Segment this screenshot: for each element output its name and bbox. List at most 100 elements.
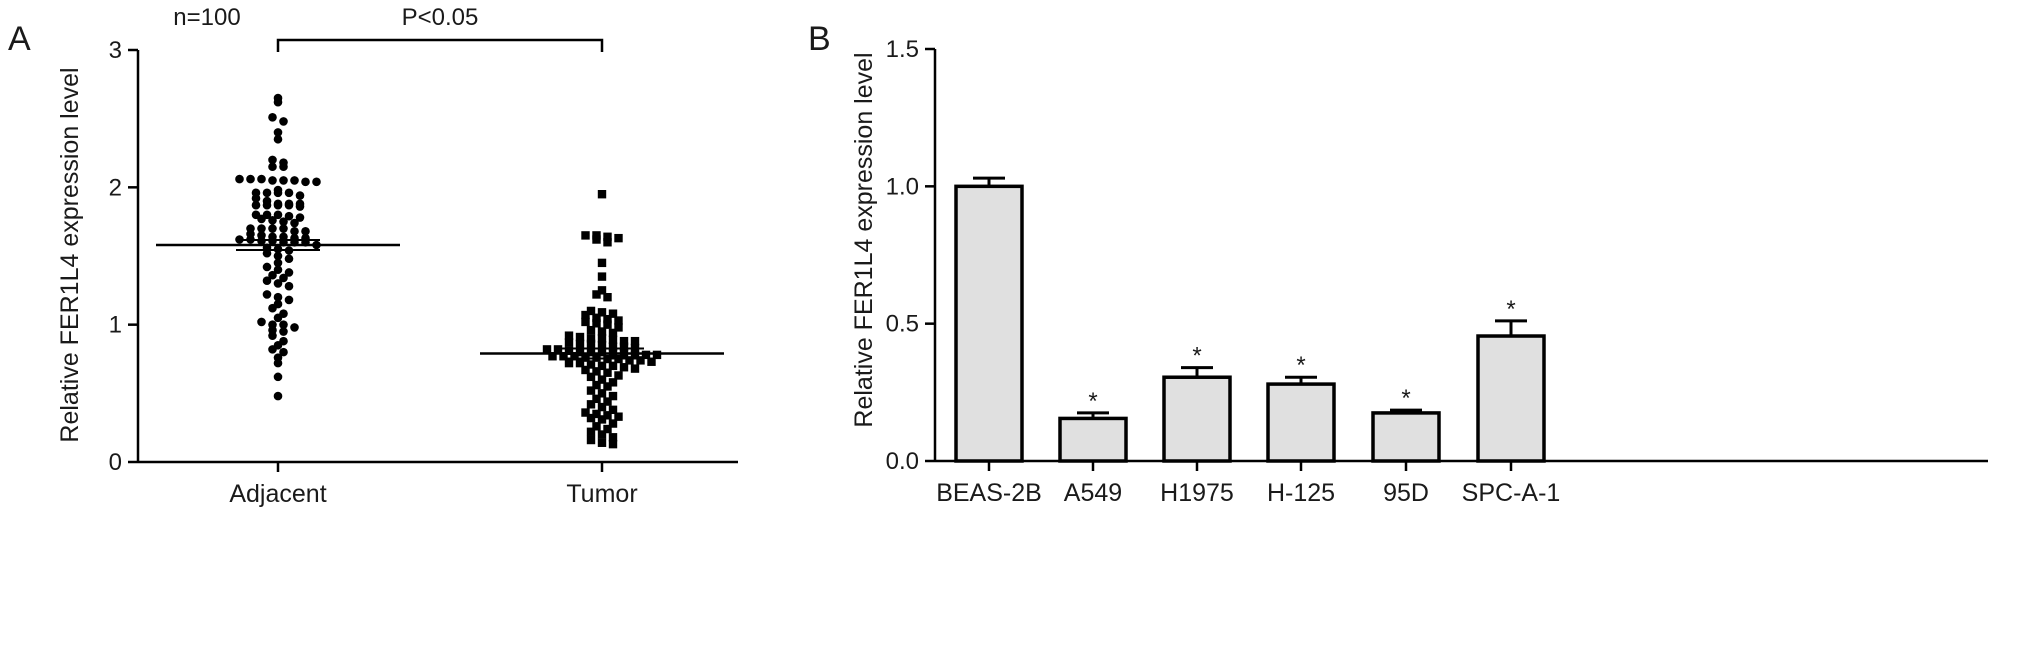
panel-a-adjacent-point <box>262 290 272 299</box>
panel-a-adjacent-point <box>279 217 288 226</box>
panel-a-points <box>156 93 724 449</box>
panel-a-adjacent-point <box>273 93 283 103</box>
panel-a-letter: A <box>8 20 31 58</box>
panel-a-tumor-point <box>586 347 596 357</box>
panel-a-tumor-point <box>575 332 585 342</box>
panel-a-tumor-point <box>603 424 612 434</box>
panel-a-adjacent-point <box>284 211 294 221</box>
panel-a-tumor-point <box>608 328 618 338</box>
panel-a-adjacent-point <box>290 226 299 236</box>
panel-a-tumor-point <box>564 346 574 355</box>
panel-a-tumor-point <box>586 306 596 316</box>
panel-a-tumor-point <box>575 358 585 368</box>
panel-b-y-axis-label: Relative FER1L4 expression level <box>850 52 878 427</box>
panel-a-adjacent-point <box>290 323 299 332</box>
panel-a-adjacent-point <box>268 232 277 242</box>
panel-b-bar <box>1476 334 1546 463</box>
panel-a-adjacent-point <box>262 276 272 286</box>
panel-a-adjacent-point <box>251 200 261 210</box>
panel-a-tumor-point <box>603 238 612 247</box>
panel-a-adjacent-point <box>268 270 277 280</box>
panel-a-tumor-point <box>597 286 607 295</box>
panel-a-tumor-point <box>592 422 601 431</box>
panel-a-tumor-point <box>647 357 656 366</box>
panel-a-adjacent-point <box>246 224 255 233</box>
panel-a-tumor-point <box>608 342 618 351</box>
panel-a-adjacent-point <box>279 309 288 318</box>
panel-a-adjacent-point <box>279 232 288 242</box>
panel-a-adjacent-point <box>301 177 310 187</box>
panel-a-n-label: n=100 <box>173 4 240 31</box>
panel-a-adjacent-point <box>284 268 294 277</box>
panel-a-tumor-point <box>608 361 618 371</box>
panel-a-tumor-point <box>603 232 612 241</box>
panel-a-x-tick-label: Tumor <box>566 480 637 508</box>
panel-a-tumor-point <box>592 319 601 328</box>
panel-a-adjacent-point <box>279 327 288 336</box>
panel-b-x-tick-label: BEAS-2B <box>936 479 1042 507</box>
panel-a-tumor-point <box>559 352 568 361</box>
panel-a-adjacent-point <box>251 210 261 220</box>
panel-b-letter: B <box>808 20 831 58</box>
panel-a-adjacent-point <box>268 176 277 185</box>
panel-a-tumor-point <box>586 386 596 395</box>
panel-b-bar <box>1266 382 1336 463</box>
panel-a-adjacent-point <box>268 112 277 122</box>
panel-a-tumor-point <box>603 314 612 324</box>
panel-a-adjacent-point <box>273 199 283 209</box>
panel-a-adjacent-point <box>279 320 288 329</box>
panel-a-tumor-point <box>597 308 607 317</box>
panel-a-tumor-point <box>597 334 607 343</box>
panel-a-tumor-point <box>608 309 618 318</box>
panel-a-adjacent-point <box>290 176 299 185</box>
panel-a-axes: 0 1 2 3 Adjacent Tumor <box>109 37 738 508</box>
panel-a-tumor-point <box>619 363 629 372</box>
panel-a-tumor-point <box>619 336 629 346</box>
panel-a-tumor-point <box>608 439 618 449</box>
panel-a-tumor-point <box>652 350 662 360</box>
panel-a-tumor-point <box>603 368 612 377</box>
panel-a-adjacent-point <box>262 188 272 198</box>
panel-a-adjacent-point <box>284 254 294 264</box>
panel-b-significance-star: * <box>1192 343 1201 370</box>
panel-b-bars: * * * * * <box>954 176 1546 463</box>
panel-a-adjacent-point <box>268 215 277 225</box>
panel-a-adjacent-point <box>312 177 321 187</box>
panel-a-tumor-point <box>608 335 618 344</box>
panel-a-tumor-point <box>586 400 596 409</box>
panel-a-adjacent-point <box>273 251 283 261</box>
panel-a-adjacent-point <box>268 224 277 233</box>
panel-a-tumor-point <box>641 350 651 360</box>
panel-a-tumor-point <box>586 325 596 335</box>
panel-a-y-tick-label: 0 <box>109 449 122 476</box>
panel-b-x-tick-label: H1975 <box>1160 479 1234 507</box>
panel-a-tumor-point <box>597 415 607 424</box>
panel-a-tumor-point <box>548 352 557 361</box>
panel-a-y-tick-label: 2 <box>109 174 122 201</box>
panel-a-tumor-point <box>608 433 618 442</box>
panel-a-adjacent-point <box>235 174 244 184</box>
panel-a-tumor-point <box>597 361 607 371</box>
panel-a-significance-bracket <box>276 38 604 52</box>
panel-a-adjacent-point <box>273 134 283 144</box>
panel-a-adjacent-point <box>273 185 283 195</box>
panel-a-tumor-point <box>608 391 618 401</box>
panel-a-tumor-point <box>586 413 596 423</box>
panel-a-adjacent-point <box>273 265 283 275</box>
panel-a-tumor-point <box>586 360 596 369</box>
panel-a-adjacent-point <box>257 224 266 233</box>
panel-a-tumor-point <box>608 405 618 415</box>
panel-a-tumor-point <box>581 408 590 417</box>
panel-a-tumor-point <box>570 352 579 361</box>
panel-a-tumor-point <box>597 389 607 398</box>
panel-a-tumor-point <box>586 334 596 343</box>
panel-a-tumor-point <box>592 394 601 404</box>
panel-b-x-tick-label: A549 <box>1064 479 1122 507</box>
panel-a-adjacent-point <box>273 299 283 309</box>
panel-a-tumor-point <box>614 233 623 243</box>
panel-a-tumor-point <box>614 316 623 325</box>
panel-a-tumor-point <box>636 356 645 365</box>
panel-a-tumor-point <box>603 397 612 406</box>
panel-a-tumor-point <box>592 367 601 376</box>
panel-a-adjacent-point <box>273 353 283 362</box>
